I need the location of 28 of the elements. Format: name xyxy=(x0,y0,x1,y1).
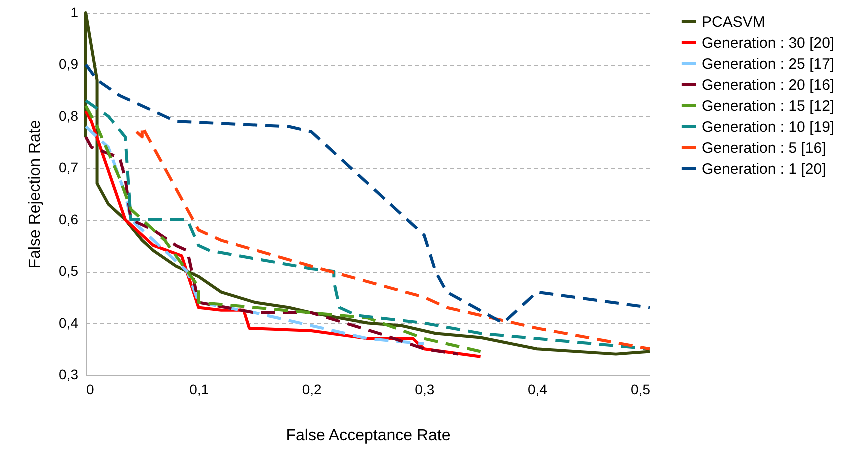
y-tick-label: 0,9 xyxy=(59,56,79,72)
line-series xyxy=(84,63,652,325)
legend-label: Generation : 15 [12] xyxy=(702,98,835,115)
x-axis-title: False Acceptance Rate xyxy=(286,428,451,444)
legend-label: Generation : 25 [17] xyxy=(702,56,835,73)
x-tick-label: 0,2 xyxy=(302,382,322,398)
line-series xyxy=(84,136,460,356)
x-tick-label: 0 xyxy=(86,382,94,398)
line-series xyxy=(84,12,652,356)
x-tick-label: 0,4 xyxy=(528,382,548,398)
y-tick-label: 1 xyxy=(70,4,79,20)
y-tick-label: 0,7 xyxy=(59,160,79,176)
y-tick-label: 0,6 xyxy=(59,211,79,228)
legend-label: Generation : 1 [20] xyxy=(702,161,826,178)
legend-label: Generation : 10 [19] xyxy=(702,119,835,136)
x-tick-label: 0,1 xyxy=(190,382,210,398)
y-tick-label: 0,3 xyxy=(59,366,79,382)
x-tick-label: 0,5 xyxy=(631,382,651,398)
y-tick-label: 0,8 xyxy=(59,108,79,124)
y-axis-title: False Rejection Rate xyxy=(27,120,44,269)
legend-label: Generation : 5 [16] xyxy=(702,140,826,157)
legend-label: Generation : 30 [20] xyxy=(702,35,835,52)
x-tick-label: 0,3 xyxy=(415,382,435,398)
legend-label: Generation : 20 [16] xyxy=(702,77,835,94)
line-series xyxy=(84,125,426,346)
legend-label: PCASVM xyxy=(702,14,766,31)
y-tick-label: 0,5 xyxy=(59,263,79,280)
y-tick-label: 0,4 xyxy=(59,314,79,331)
